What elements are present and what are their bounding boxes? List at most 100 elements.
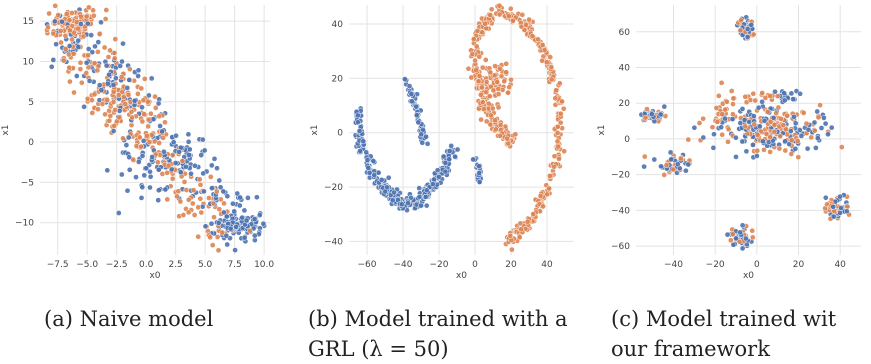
scatter-point: [51, 18, 58, 25]
scatter-point: [497, 122, 504, 128]
scatter-point: [67, 27, 73, 34]
scatter-point: [470, 36, 477, 42]
scatter-point: [146, 92, 152, 99]
scatter-point: [116, 114, 123, 121]
scatter-point: [424, 140, 431, 147]
x-tick-label: 0: [754, 260, 760, 270]
scatter-point: [78, 79, 85, 86]
scatter-point: [98, 19, 104, 26]
scatter-point: [490, 87, 497, 94]
scatter-point: [763, 131, 770, 137]
scatter-point: [247, 227, 253, 234]
scatter-point: [183, 163, 189, 170]
scatter-point: [776, 145, 783, 152]
scatter-point: [505, 89, 511, 96]
scatter-point: [216, 177, 223, 184]
scatter-point: [418, 131, 425, 138]
scatter-point: [750, 113, 757, 119]
x-tick-label: 5.0: [198, 260, 213, 270]
scatter-point: [365, 164, 372, 171]
scatter-point: [152, 105, 159, 111]
scatter-point: [186, 146, 193, 153]
scatter-point: [667, 149, 674, 156]
scatter-point: [508, 76, 514, 83]
scatter-point: [648, 111, 655, 118]
scatter-point: [119, 58, 125, 65]
scatter-point: [644, 106, 650, 112]
scatter-point: [526, 16, 532, 23]
scatter-point: [197, 181, 204, 188]
scatter-point: [709, 124, 716, 131]
scatter-point: [371, 172, 378, 178]
x-tick-label: −60: [358, 260, 377, 270]
scatter-point: [691, 124, 698, 131]
scatter-point: [749, 227, 756, 234]
scatter-point: [185, 138, 192, 145]
scatter-point: [221, 209, 227, 216]
scatter-point: [206, 195, 212, 201]
y-tick-label: 40: [619, 64, 631, 74]
scatter-point: [124, 187, 131, 194]
scatter-point: [554, 138, 561, 145]
scatter-point: [207, 174, 214, 180]
scatter-point: [389, 197, 396, 204]
scatter-point: [106, 117, 113, 124]
scatter-point: [551, 163, 557, 170]
scatter-point: [58, 39, 64, 46]
scatter-point: [152, 93, 158, 100]
scatter-point: [360, 138, 367, 145]
scatter-point: [788, 137, 795, 143]
scatter-point: [168, 166, 175, 173]
scatter-point: [66, 17, 73, 24]
scatter-point: [448, 143, 455, 149]
scatter-point: [719, 131, 726, 138]
scatter-point: [106, 71, 112, 78]
x-tick-label: −7.5: [47, 260, 69, 270]
scatter-point: [84, 20, 91, 27]
scatter-point: [126, 166, 133, 173]
y-tick-label: 20: [332, 74, 344, 84]
scatter-point: [711, 131, 717, 138]
scatter-point: [125, 92, 132, 98]
scatter-point: [791, 113, 797, 120]
scatter-point: [446, 156, 453, 163]
scatter-point: [86, 4, 92, 11]
scatter-point: [177, 198, 184, 205]
scatter-point: [805, 126, 812, 133]
scatter-point: [83, 13, 90, 20]
scatter-point: [155, 100, 162, 107]
scatter-point: [363, 149, 370, 156]
scatter-point: [530, 211, 537, 217]
scatter-point: [55, 12, 61, 18]
scatter-point: [725, 126, 732, 133]
x-tick-label: −40: [664, 260, 683, 270]
scatter-point: [57, 28, 64, 34]
scatter-point: [496, 11, 503, 18]
scatter-point: [81, 103, 87, 110]
scatter-point: [722, 115, 728, 122]
y-tick-label: −20: [324, 183, 343, 193]
scatter-point: [736, 238, 743, 245]
scatter-point: [764, 109, 771, 115]
scatter-point: [183, 187, 190, 193]
scatter-point: [91, 12, 97, 19]
scatter-point: [46, 10, 52, 17]
scatter-point: [169, 152, 176, 158]
scatter-point: [147, 168, 153, 175]
scatter-point: [126, 154, 133, 161]
scatter-point: [181, 179, 188, 185]
scatter-point: [148, 75, 155, 82]
scatter-point: [110, 128, 117, 134]
scatter-point: [95, 49, 101, 55]
scatter-point: [159, 128, 165, 135]
y-tick-label: 15: [23, 17, 34, 27]
scatter-point: [506, 13, 512, 20]
scatter-point: [173, 132, 179, 139]
scatter-point: [774, 93, 781, 99]
scatter-point: [487, 121, 494, 128]
scatter-point: [487, 69, 494, 76]
scatter-point: [214, 234, 221, 240]
scatter-point: [783, 126, 789, 133]
scatter-point: [201, 188, 207, 195]
scatter-point: [50, 57, 57, 63]
